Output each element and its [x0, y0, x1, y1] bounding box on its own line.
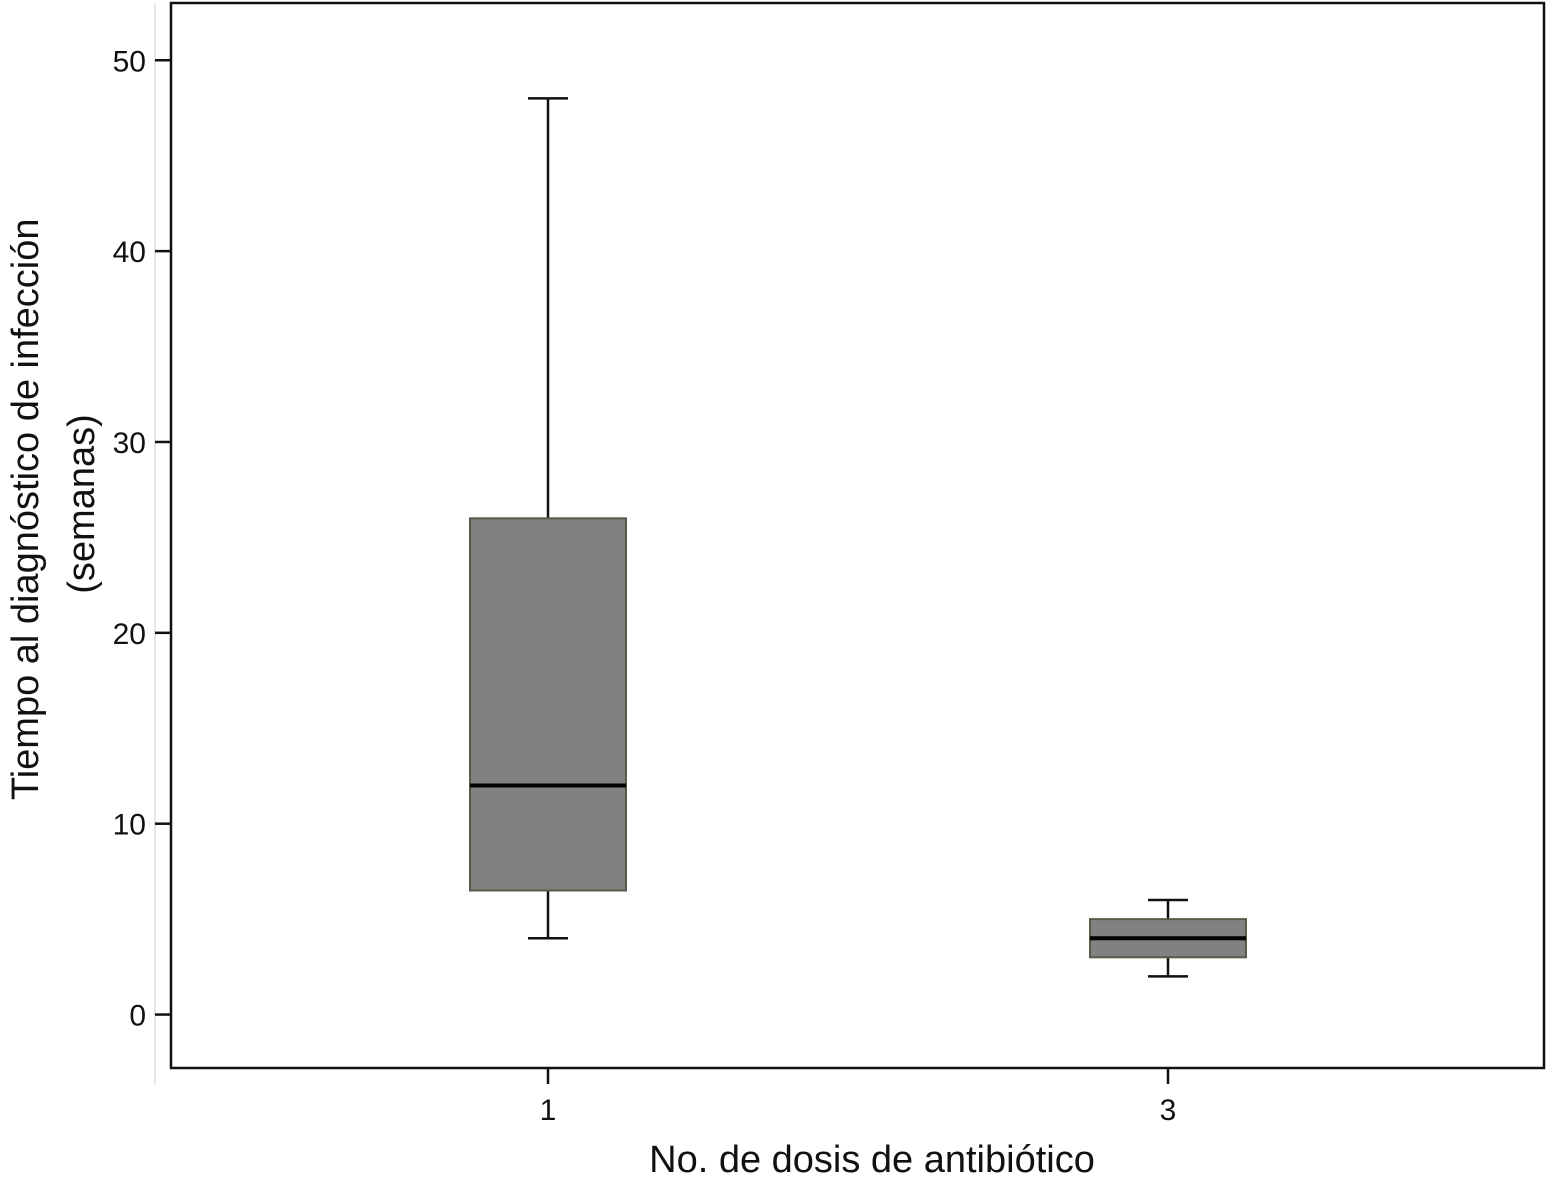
y-tick-label: 50 — [113, 45, 146, 78]
y-axis-title: Tiempo al diagnóstico de infección (sema… — [5, 208, 103, 800]
y-tick-label: 30 — [113, 427, 146, 460]
y-tick-label: 0 — [129, 1000, 146, 1033]
x-tick-label: 1 — [540, 1094, 557, 1127]
y-axis-title-line-2: (semanas) — [61, 414, 103, 594]
box-series — [469, 97, 1247, 978]
y-tick-label: 40 — [113, 236, 146, 269]
y-axis-title-line-1: Tiempo al diagnóstico de infección — [5, 218, 47, 800]
box-group-1 — [469, 97, 627, 940]
x-tick-label: 3 — [1160, 1094, 1177, 1127]
y-axis: 0 10 20 30 40 50 — [113, 45, 171, 1033]
y-tick-label: 20 — [113, 618, 146, 651]
box-group-3 — [1089, 898, 1247, 978]
x-axis-title: No. de dosis de antibiótico — [649, 1139, 1095, 1181]
iqr-box — [469, 517, 627, 892]
y-tick-label: 10 — [113, 809, 146, 842]
plot-frame — [169, 1, 1546, 1070]
